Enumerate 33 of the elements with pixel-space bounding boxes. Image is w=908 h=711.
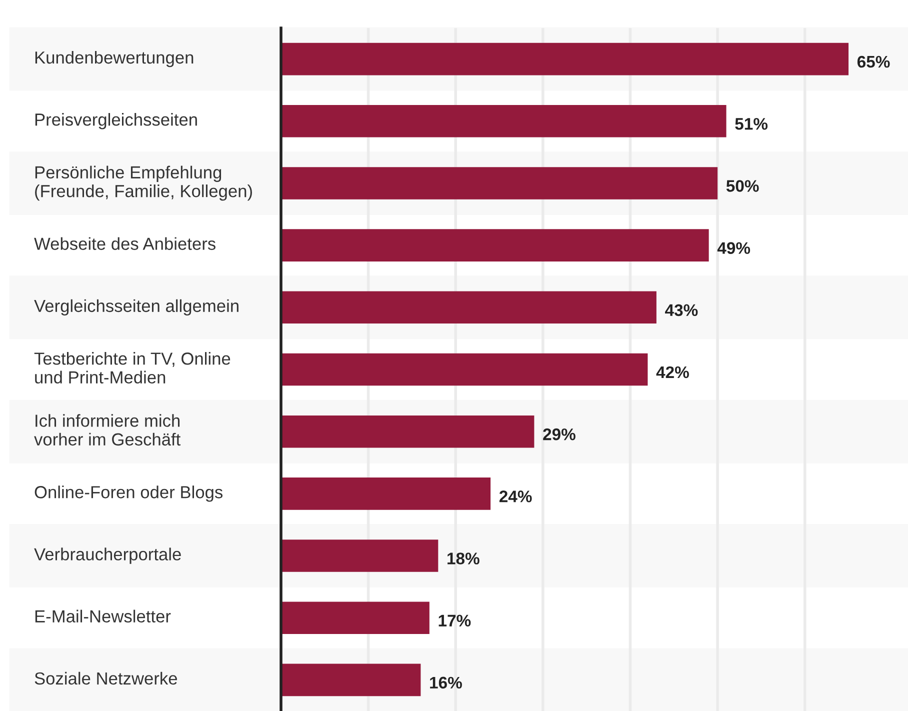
bar	[281, 478, 491, 510]
y-tick-label: Preisvergleichsseiten	[35, 113, 197, 130]
y-tick-label: Ich informiere mich vorher im Geschäft	[34, 414, 181, 446]
data-label: 51%	[735, 118, 768, 130]
data-label: 49%	[717, 242, 750, 254]
y-tick-label: Online-Foren oder Blogs	[34, 486, 223, 502]
y-tick-label: Webseite des Anbieters	[34, 237, 216, 250]
data-label: 65%	[857, 56, 890, 68]
y-tick-label: Verbraucherportale	[34, 548, 181, 564]
y-tick-label: Vergleichsseiten allgemein	[34, 299, 238, 316]
bar	[281, 104, 726, 138]
bar	[281, 415, 534, 448]
y-tick-label: Kundenbewertungen	[35, 50, 194, 68]
bar	[281, 42, 849, 76]
bar	[281, 664, 421, 696]
y-tick-label: Soziale Netzwerke	[34, 672, 177, 685]
bar	[281, 291, 656, 324]
y-tick-label: Testberichte in TV, Online und Print-Medien	[34, 352, 230, 384]
data-label: 43%	[665, 304, 698, 316]
data-label: 42%	[656, 366, 689, 378]
y-tick-label: E-Mail-Newsletter	[35, 610, 171, 623]
data-label: 17%	[438, 614, 471, 626]
data-label: 29%	[543, 428, 576, 440]
y-tick-label: Persönliche Empfehlung (Freunde, Familie, Kollegen)	[35, 166, 252, 201]
data-label: 50%	[726, 180, 759, 192]
data-label: 24%	[499, 490, 532, 502]
bar	[281, 353, 648, 386]
bar	[281, 602, 430, 634]
data-label: 16%	[430, 676, 462, 689]
bar	[281, 229, 709, 262]
bar	[281, 167, 718, 200]
data-label: 18%	[448, 552, 480, 564]
bar	[281, 540, 438, 572]
